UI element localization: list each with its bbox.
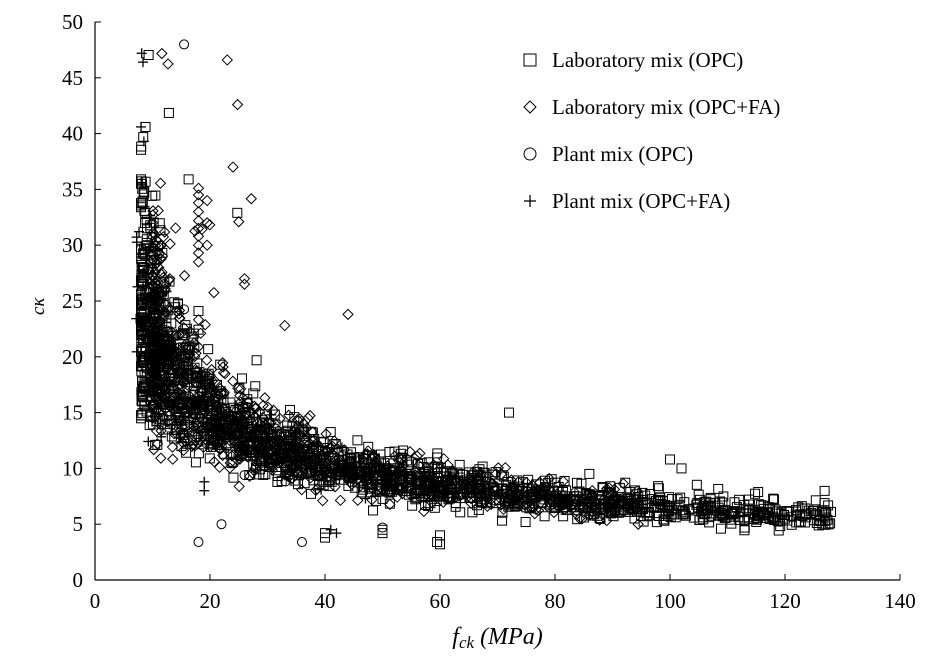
svg-text:5: 5	[73, 512, 84, 536]
svg-text:0: 0	[73, 568, 84, 592]
svg-text:40: 40	[315, 589, 336, 613]
svg-text:140: 140	[884, 589, 916, 613]
svg-text:30: 30	[62, 233, 83, 257]
svg-text:45: 45	[62, 66, 83, 90]
svg-text:20: 20	[200, 589, 221, 613]
svg-text:20: 20	[62, 345, 83, 369]
svg-text:60: 60	[430, 589, 451, 613]
svg-text:0: 0	[90, 589, 101, 613]
svg-text:50: 50	[62, 10, 83, 34]
svg-text:15: 15	[62, 401, 83, 425]
svg-text:Plant mix (OPC+FA): Plant mix (OPC+FA)	[552, 189, 730, 213]
svg-text:80: 80	[545, 589, 566, 613]
svg-text:Laboratory mix (OPC+FA): Laboratory mix (OPC+FA)	[552, 95, 780, 119]
svg-text:40: 40	[62, 122, 83, 146]
chart-container: 02040608010012014005101520253035404550fc…	[0, 0, 929, 672]
svg-text:25: 25	[62, 289, 83, 313]
svg-text:10: 10	[62, 456, 83, 480]
scatter-chart: 02040608010012014005101520253035404550fc…	[0, 0, 929, 672]
svg-text:Plant mix (OPC): Plant mix (OPC)	[552, 142, 693, 166]
svg-text:120: 120	[769, 589, 801, 613]
svg-text:Laboratory mix (OPC): Laboratory mix (OPC)	[552, 48, 743, 72]
y-axis-label: cκ	[28, 297, 50, 315]
svg-text:100: 100	[654, 589, 686, 613]
svg-text:35: 35	[62, 177, 83, 201]
